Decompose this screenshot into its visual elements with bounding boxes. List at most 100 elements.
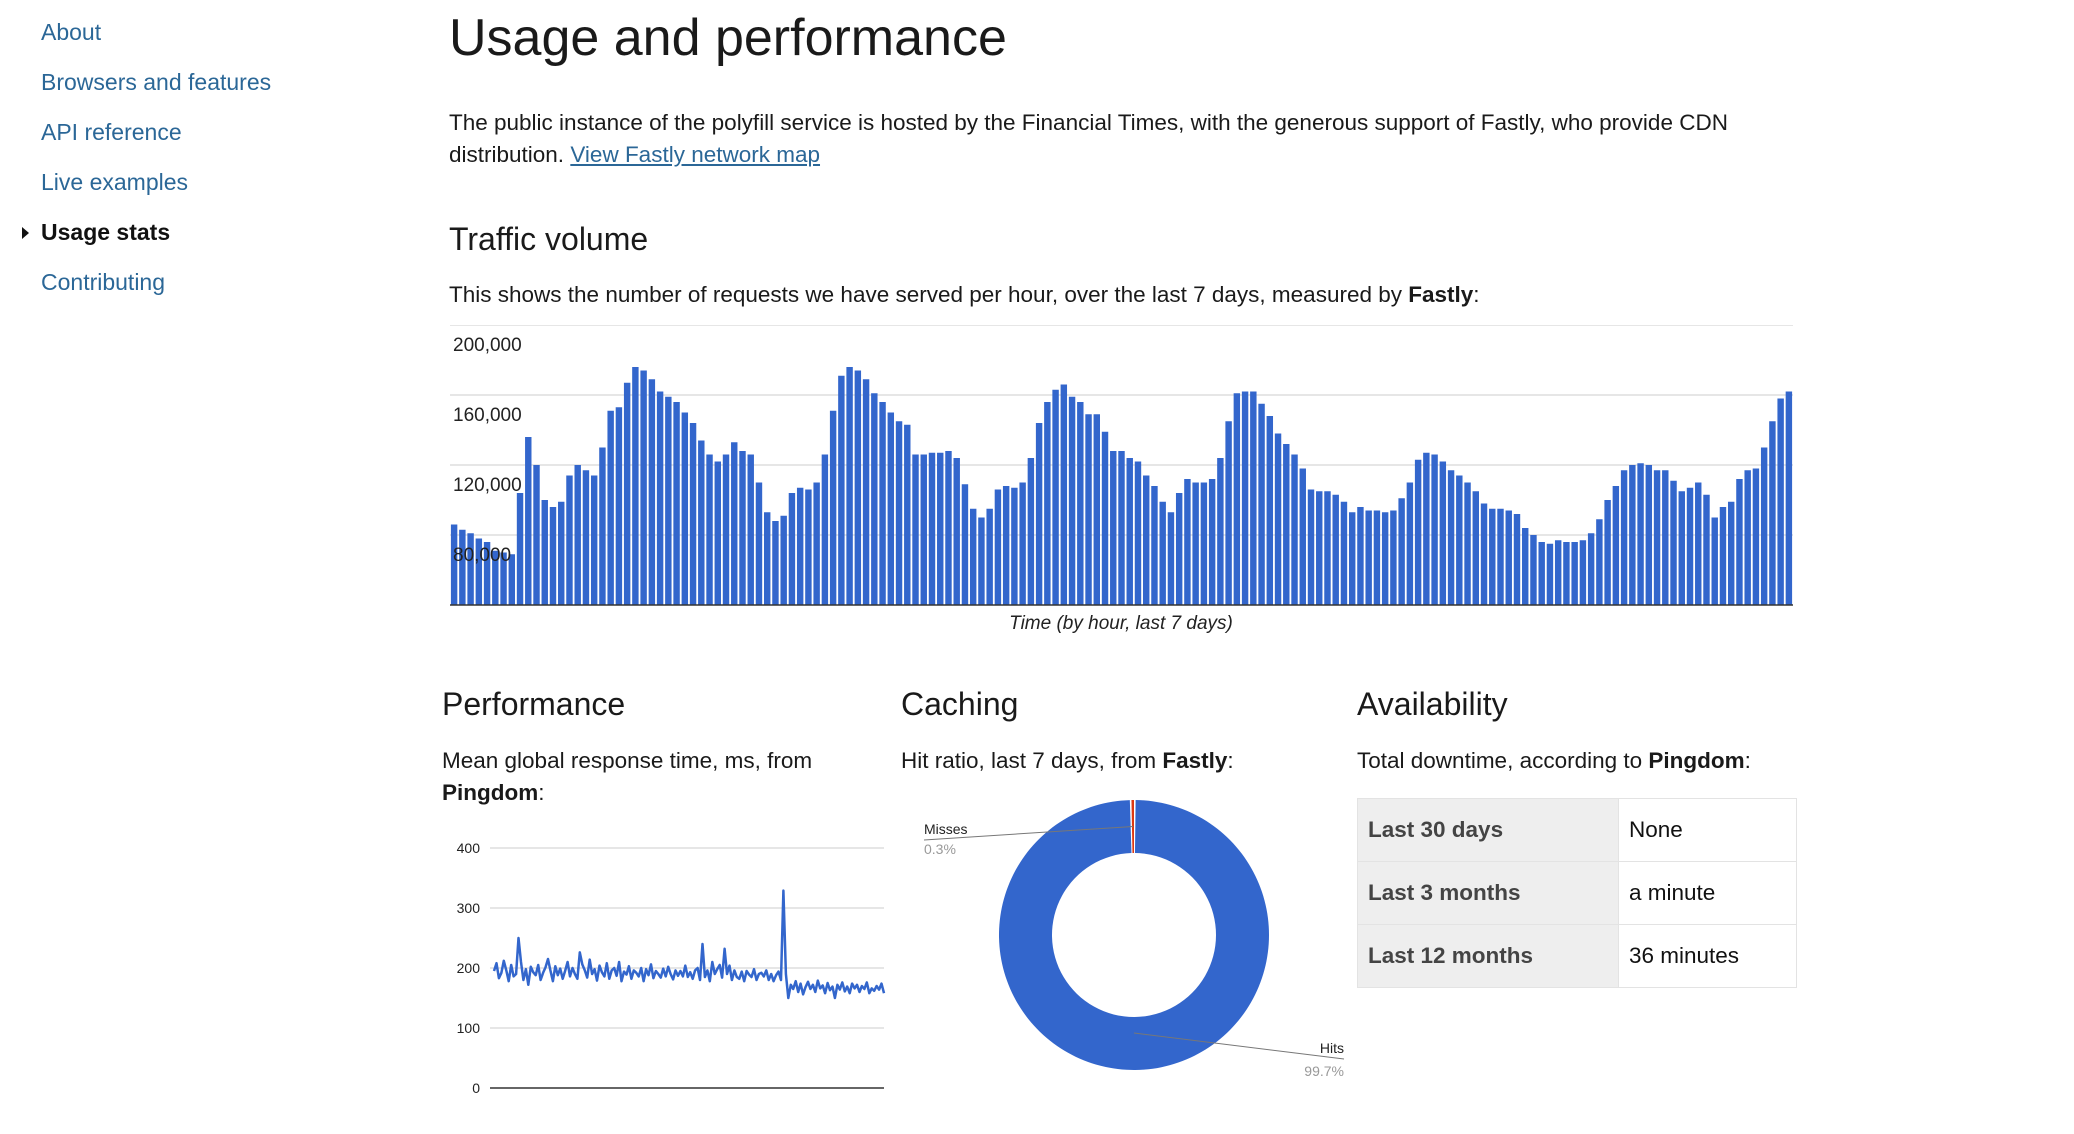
- traffic-bar: [1324, 491, 1331, 605]
- sidebar-item-api-reference[interactable]: API reference: [41, 119, 182, 145]
- pie-value-hits: 99.7%: [1304, 1063, 1344, 1079]
- hits-leader-line: [1133, 1032, 1345, 1060]
- pie-slice-hits: [999, 800, 1269, 1070]
- traffic-bar: [1620, 470, 1628, 605]
- traffic-bar: [1760, 447, 1768, 605]
- traffic-bar: [1472, 491, 1480, 605]
- traffic-bar: [969, 508, 977, 605]
- performance-desc-prefix: Mean global response time, ms, from: [442, 748, 813, 773]
- performance-desc-suffix: :: [538, 780, 545, 805]
- performance-y-tick-label: 400: [457, 840, 481, 856]
- traffic-bar: [1274, 433, 1282, 605]
- traffic-bar: [1637, 463, 1644, 605]
- traffic-bar: [1390, 510, 1397, 605]
- traffic-bar: [1002, 486, 1010, 605]
- traffic-bar: [1101, 431, 1109, 605]
- traffic-bar: [673, 402, 680, 605]
- traffic-bar: [1752, 468, 1760, 605]
- traffic-bar: [1456, 475, 1463, 605]
- traffic-bar: [681, 412, 689, 605]
- traffic-bar: [1151, 486, 1158, 605]
- traffic-bar: [1447, 470, 1455, 605]
- traffic-bar: [1670, 480, 1677, 605]
- traffic-bar: [1744, 470, 1751, 605]
- traffic-bar: [1200, 482, 1208, 605]
- traffic-bar: [788, 493, 796, 605]
- availability-desc-suffix: :: [1744, 748, 1751, 773]
- downtime-value-cell: None: [1618, 798, 1797, 862]
- traffic-bar: [467, 533, 474, 605]
- traffic-bar: [1554, 540, 1562, 605]
- performance-chart: 400 300 200 100 0: [457, 840, 886, 1096]
- traffic-y-tick-label: 200,000: [453, 335, 522, 356]
- traffic-volume-chart: 200,000 160,000 120,000 80,000 Time (by hou…: [450, 325, 1793, 634]
- traffic-bar: [665, 396, 672, 605]
- performance-y-tick-label: 200: [457, 960, 481, 976]
- traffic-bar: [1085, 414, 1092, 605]
- traffic-bar: [739, 451, 746, 605]
- traffic-bar: [1044, 402, 1051, 605]
- traffic-bar: [516, 493, 524, 605]
- traffic-bar: [558, 501, 565, 605]
- intro-text: The public instance of the polyfill serv…: [449, 110, 1728, 167]
- traffic-bar: [599, 447, 606, 605]
- traffic-bar: [755, 482, 763, 605]
- fastly-network-map-link[interactable]: View Fastly network map: [570, 142, 821, 167]
- traffic-bar: [928, 452, 936, 605]
- traffic-bar: [1769, 421, 1776, 605]
- traffic-bar: [1365, 510, 1372, 605]
- intro-paragraph: The public instance of the polyfill serv…: [449, 107, 1739, 171]
- traffic-bar: [459, 529, 466, 605]
- performance-series-line: [492, 889, 886, 1000]
- pie-value-misses: 0.3%: [924, 841, 956, 857]
- traffic-bar: [763, 512, 771, 605]
- caching-donut-chart: Misses 0.3% Hits 99.7%: [923, 800, 1345, 1079]
- pie-label-misses: Misses: [924, 821, 968, 837]
- traffic-bar: [1192, 482, 1199, 605]
- traffic-bar: [574, 465, 581, 605]
- performance-y-tick-label: 0: [472, 1080, 480, 1096]
- traffic-bar: [1678, 491, 1685, 605]
- traffic-bar: [1307, 489, 1315, 605]
- traffic-bar: [1414, 459, 1422, 605]
- traffic-bar: [1241, 391, 1249, 605]
- sidebar-item-usage-stats[interactable]: Usage stats: [41, 219, 171, 245]
- traffic-bar: [615, 407, 623, 605]
- traffic-bar: [1077, 402, 1084, 605]
- traffic-bar: [838, 375, 845, 605]
- performance-description: Mean global response time, ms, from Ping…: [442, 745, 842, 809]
- sidebar-item-live-examples[interactable]: Live examples: [41, 169, 189, 195]
- traffic-bar: [566, 475, 573, 605]
- traffic-bar: [1546, 543, 1554, 605]
- traffic-bar: [1464, 482, 1471, 605]
- traffic-bar: [945, 451, 952, 605]
- downtime-table: Last 30 days None Last 3 months a minute…: [1357, 798, 1797, 988]
- traffic-bar: [640, 370, 647, 605]
- traffic-bar: [986, 508, 993, 605]
- traffic-bar: [1093, 414, 1100, 605]
- traffic-bar: [1134, 461, 1142, 605]
- traffic-bar: [1258, 403, 1265, 605]
- caching-heading: Caching: [901, 686, 1019, 722]
- traffic-bar: [1645, 465, 1653, 605]
- traffic-bar: [862, 379, 870, 605]
- traffic-bar: [829, 410, 837, 605]
- traffic-bar: [508, 554, 516, 605]
- sidebar-item-contributing[interactable]: Contributing: [41, 269, 166, 295]
- misses-leader-line: [923, 826, 1134, 841]
- traffic-bar: [1159, 501, 1166, 605]
- traffic-bar: [722, 454, 730, 605]
- sidebar-item-browsers-and-features[interactable]: Browsers and features: [41, 69, 272, 95]
- traffic-bar: [1126, 458, 1133, 605]
- traffic-bar: [1217, 458, 1224, 605]
- traffic-bar: [1662, 470, 1669, 605]
- sidebar-item-about[interactable]: About: [41, 19, 102, 45]
- traffic-bar: [1167, 512, 1175, 605]
- traffic-bar: [1406, 482, 1414, 605]
- availability-desc-prefix: Total downtime, according to: [1357, 748, 1643, 773]
- downtime-period-cell: Last 30 days: [1357, 798, 1619, 862]
- traffic-bar: [1439, 461, 1447, 605]
- downtime-value-cell: a minute: [1618, 861, 1797, 925]
- availability-heading: Availability: [1357, 686, 1508, 722]
- traffic-bar: [1060, 384, 1068, 605]
